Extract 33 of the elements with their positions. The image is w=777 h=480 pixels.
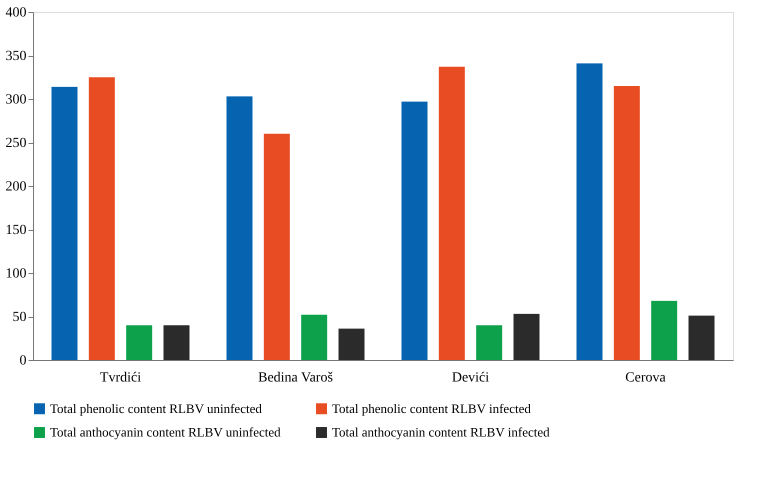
bar (52, 86, 78, 360)
y-tick-label: 150 (6, 223, 26, 238)
x-tick-label: Devići (452, 370, 490, 386)
y-tick-label: 0 (20, 354, 26, 368)
bar (438, 66, 465, 360)
bar (576, 63, 602, 360)
bar (88, 77, 115, 360)
legend-label: Total anthocyanin content RLBV uninfected (50, 424, 282, 440)
y-tick-label: 250 (6, 136, 26, 151)
bar (126, 325, 152, 360)
bar (338, 328, 364, 360)
y-tick-label: 100 (6, 266, 26, 282)
x-tick-label: Tvrdići (100, 370, 142, 386)
bar (402, 102, 428, 360)
legend-label: Total anthocyanin content RLBV infected (332, 424, 550, 440)
bar (688, 316, 714, 360)
bar (614, 86, 640, 360)
bar (514, 314, 540, 360)
y-tick-label: 350 (6, 49, 26, 64)
y-tick-label: 400 (6, 6, 26, 20)
legend-label: Total phenolic content RLBV uninfected (50, 400, 262, 416)
y-tick-label: 300 (6, 92, 26, 108)
x-tick-label: Cerova (625, 370, 666, 386)
bar (651, 300, 678, 360)
x-tick-label: Bedina Varoš (258, 370, 334, 386)
y-tick-label: 50 (12, 310, 26, 325)
bar (264, 134, 290, 360)
bar (301, 314, 328, 360)
bar (476, 325, 502, 360)
y-tick-label: 200 (6, 180, 26, 194)
bar (164, 325, 190, 360)
bar (226, 96, 252, 360)
legend-label: Total phenolic content RLBV infected (332, 400, 532, 416)
